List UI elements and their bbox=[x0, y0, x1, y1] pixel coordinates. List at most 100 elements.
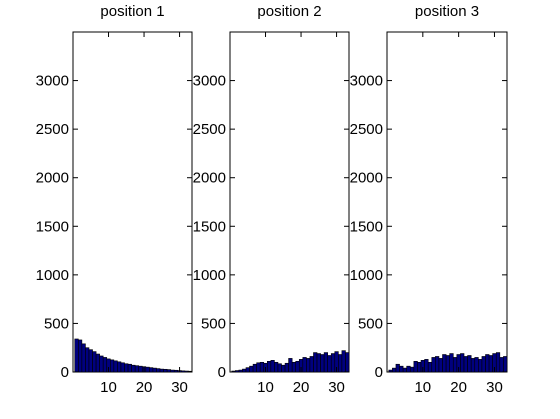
bar bbox=[499, 357, 504, 373]
y-tick-label: 1500 bbox=[193, 218, 226, 235]
bar bbox=[131, 364, 136, 373]
bar bbox=[399, 365, 404, 373]
bar bbox=[488, 355, 493, 373]
x-tick-label: 10 bbox=[100, 379, 117, 396]
bar bbox=[452, 357, 458, 373]
y-tick-label: 1000 bbox=[350, 267, 383, 284]
bar bbox=[409, 366, 415, 373]
bar bbox=[474, 357, 479, 373]
y-tick-label: 1500 bbox=[350, 218, 383, 235]
bar bbox=[138, 365, 143, 373]
y-tick-label: 500 bbox=[44, 315, 69, 332]
bar bbox=[470, 358, 476, 373]
bar bbox=[78, 339, 83, 373]
bar bbox=[313, 352, 318, 373]
bar bbox=[152, 367, 157, 373]
y-tick-label: 2000 bbox=[36, 170, 69, 187]
y-tick-label: 3000 bbox=[36, 73, 69, 90]
bar bbox=[449, 353, 454, 373]
y-tick-label: 2500 bbox=[36, 121, 69, 138]
bar bbox=[156, 368, 161, 373]
y-tick-label: 3000 bbox=[350, 73, 383, 90]
bar bbox=[266, 361, 272, 373]
y-tick-label: 0 bbox=[218, 364, 226, 381]
bar bbox=[327, 355, 332, 373]
tick-group: 0 500 1000 1500 2000 2500 3000 10 20 30 bbox=[193, 32, 349, 396]
bar bbox=[88, 349, 93, 373]
bar bbox=[281, 364, 286, 373]
bar-group bbox=[231, 350, 350, 373]
bar bbox=[291, 361, 297, 373]
bar bbox=[413, 361, 418, 373]
axes-frame bbox=[386, 31, 508, 373]
bar bbox=[74, 338, 79, 373]
bar bbox=[302, 357, 307, 373]
bar bbox=[95, 353, 100, 373]
bar bbox=[145, 366, 150, 373]
bar bbox=[92, 351, 97, 373]
x-tick-label: 20 bbox=[136, 379, 153, 396]
bar bbox=[442, 354, 447, 373]
bar bbox=[134, 365, 140, 373]
bar bbox=[249, 365, 254, 373]
bar bbox=[277, 363, 282, 373]
x-tick-label: 30 bbox=[171, 379, 188, 396]
bar bbox=[170, 369, 175, 373]
x-tick-label: 30 bbox=[328, 379, 345, 396]
subplot-position-1: 0 500 1000 1500 2000 2500 3000 10 20 30 position … bbox=[36, 3, 193, 396]
subplot-position-3: 0 500 1000 1500 2000 2500 3000 10 20 30 position … bbox=[350, 3, 508, 396]
y-tick-label: 1500 bbox=[36, 218, 69, 235]
bar bbox=[81, 343, 86, 373]
bar bbox=[320, 354, 325, 373]
bar bbox=[345, 352, 350, 373]
y-tick-label: 0 bbox=[375, 364, 383, 381]
bar bbox=[117, 361, 122, 373]
x-tick-label: 30 bbox=[486, 379, 503, 396]
bar bbox=[102, 357, 108, 373]
bar-group bbox=[74, 338, 193, 373]
bar bbox=[85, 347, 90, 373]
bar bbox=[252, 363, 257, 373]
bar bbox=[274, 361, 279, 373]
bar bbox=[495, 352, 501, 373]
bar bbox=[245, 367, 250, 373]
bar bbox=[288, 358, 293, 373]
x-tick-label: 20 bbox=[293, 379, 310, 396]
bar bbox=[256, 362, 261, 373]
bar bbox=[478, 359, 483, 373]
bar bbox=[467, 355, 472, 373]
y-tick-label: 500 bbox=[358, 315, 383, 332]
bar bbox=[341, 350, 346, 373]
bar bbox=[427, 361, 433, 373]
x-tick-label: 10 bbox=[257, 379, 274, 396]
bar bbox=[113, 360, 118, 373]
bar-group bbox=[388, 352, 508, 373]
bar bbox=[417, 361, 422, 373]
bar bbox=[481, 356, 486, 373]
y-tick-label: 0 bbox=[61, 364, 69, 381]
y-tick-label: 1000 bbox=[193, 267, 226, 284]
subplot-title: position 3 bbox=[415, 3, 479, 20]
y-tick-label: 1000 bbox=[36, 267, 69, 284]
bar bbox=[445, 355, 450, 373]
bar bbox=[270, 360, 275, 373]
bar bbox=[392, 367, 397, 373]
bar bbox=[181, 370, 186, 373]
bar bbox=[463, 356, 468, 373]
bar bbox=[460, 353, 465, 373]
axes-frame bbox=[72, 31, 193, 373]
y-tick-label: 2000 bbox=[350, 170, 383, 187]
bar bbox=[99, 355, 104, 373]
bar bbox=[284, 362, 289, 373]
bar bbox=[485, 354, 490, 373]
y-tick-label: 2500 bbox=[193, 121, 226, 138]
x-tick-label: 20 bbox=[450, 379, 467, 396]
bar bbox=[402, 367, 407, 373]
subplot-position-2: 0 500 1000 1500 2000 2500 3000 10 20 30 position … bbox=[193, 3, 350, 396]
bar bbox=[435, 356, 440, 373]
tick-group: 0 500 1000 1500 2000 2500 3000 10 20 30 bbox=[350, 32, 507, 396]
bar bbox=[323, 352, 328, 373]
bar bbox=[438, 358, 443, 373]
y-tick-label: 2500 bbox=[350, 121, 383, 138]
y-tick-label: 3000 bbox=[193, 73, 226, 90]
